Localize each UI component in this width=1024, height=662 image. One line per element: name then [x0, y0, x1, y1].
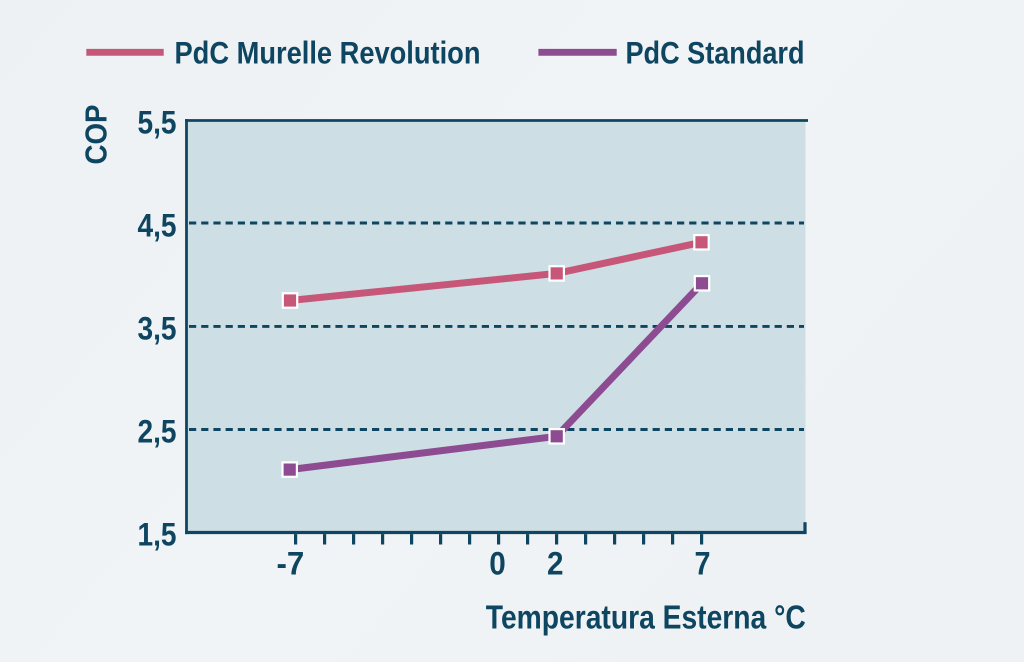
svg-text:1,5: 1,5 — [138, 516, 177, 553]
svg-text:-7: -7 — [277, 546, 305, 582]
svg-text:PdC Murelle Revolution: PdC Murelle Revolution — [175, 35, 481, 70]
svg-text:2: 2 — [547, 546, 564, 582]
svg-text:0: 0 — [489, 546, 506, 582]
svg-text:3,5: 3,5 — [138, 310, 177, 347]
svg-text:2,5: 2,5 — [138, 413, 177, 450]
svg-text:PdC Standard: PdC Standard — [626, 35, 805, 70]
svg-text:COP: COP — [80, 105, 113, 165]
svg-text:7: 7 — [695, 546, 711, 582]
svg-text:Temperatura Esterna °C: Temperatura Esterna °C — [486, 600, 806, 637]
svg-text:5,5: 5,5 — [138, 104, 177, 141]
svg-text:4,5: 4,5 — [138, 207, 177, 244]
